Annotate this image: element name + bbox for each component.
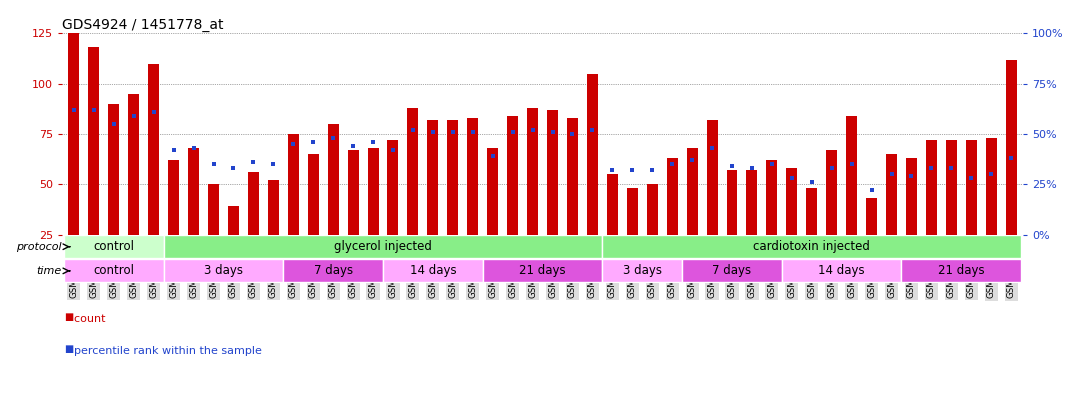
Bar — [283, 259, 383, 283]
Bar — [308, 154, 318, 235]
Bar — [108, 104, 120, 235]
Bar — [407, 108, 419, 235]
Bar — [208, 184, 219, 235]
Text: glycerol injected: glycerol injected — [334, 240, 431, 253]
Text: 21 days: 21 days — [519, 264, 566, 277]
Bar — [602, 235, 1021, 258]
Bar — [666, 158, 678, 235]
Bar — [906, 158, 917, 235]
Text: GDS4924 / 1451778_at: GDS4924 / 1451778_at — [62, 18, 223, 32]
Text: percentile rank within the sample: percentile rank within the sample — [67, 346, 262, 356]
Text: 21 days: 21 days — [938, 264, 985, 277]
Bar — [886, 154, 897, 235]
Bar — [163, 235, 602, 258]
Bar — [547, 110, 557, 235]
Bar — [901, 259, 1021, 283]
Text: ■: ■ — [64, 344, 74, 354]
Bar — [707, 120, 718, 235]
Bar — [767, 160, 778, 235]
Bar — [487, 148, 498, 235]
Bar — [383, 259, 483, 283]
Bar — [1006, 60, 1017, 235]
Text: cardiotoxin injected: cardiotoxin injected — [753, 240, 870, 253]
Text: time: time — [36, 266, 62, 276]
Bar — [946, 140, 957, 235]
Bar — [687, 148, 697, 235]
Bar — [747, 170, 757, 235]
Bar — [128, 94, 139, 235]
Text: 7 days: 7 days — [712, 264, 752, 277]
Bar — [227, 206, 239, 235]
Bar — [607, 174, 617, 235]
Text: 3 days: 3 days — [204, 264, 244, 277]
Bar — [328, 124, 339, 235]
Text: protocol: protocol — [16, 242, 62, 252]
Bar — [965, 140, 977, 235]
Bar — [528, 108, 538, 235]
Bar — [367, 148, 378, 235]
Bar — [827, 150, 837, 235]
Bar — [68, 33, 79, 235]
Bar — [786, 168, 798, 235]
Bar — [388, 140, 398, 235]
Text: count: count — [67, 314, 106, 324]
Bar — [507, 116, 518, 235]
Bar — [806, 188, 817, 235]
Text: 7 days: 7 days — [314, 264, 352, 277]
Bar — [782, 259, 901, 283]
Bar — [427, 120, 438, 235]
Text: 14 days: 14 days — [409, 264, 456, 277]
Bar — [866, 198, 877, 235]
Bar — [567, 118, 578, 235]
Text: 14 days: 14 days — [818, 264, 865, 277]
Bar — [268, 180, 279, 235]
Bar — [347, 150, 359, 235]
Bar — [682, 259, 782, 283]
Bar — [627, 188, 638, 235]
Bar — [468, 118, 478, 235]
Bar — [188, 148, 199, 235]
Bar — [287, 134, 299, 235]
Bar — [926, 140, 937, 235]
Bar — [148, 64, 159, 235]
Bar — [587, 73, 598, 235]
Bar — [64, 235, 163, 258]
Bar — [602, 259, 682, 283]
Bar — [483, 259, 602, 283]
Bar — [447, 120, 458, 235]
Bar — [64, 259, 163, 283]
Bar — [846, 116, 858, 235]
Bar — [726, 170, 738, 235]
Bar — [89, 48, 99, 235]
Bar — [647, 184, 658, 235]
Bar — [248, 172, 258, 235]
Bar — [986, 138, 996, 235]
Text: ■: ■ — [64, 312, 74, 322]
Bar — [168, 160, 179, 235]
Text: control: control — [93, 264, 135, 277]
Bar — [163, 259, 283, 283]
Text: 3 days: 3 days — [623, 264, 662, 277]
Text: control: control — [93, 240, 135, 253]
